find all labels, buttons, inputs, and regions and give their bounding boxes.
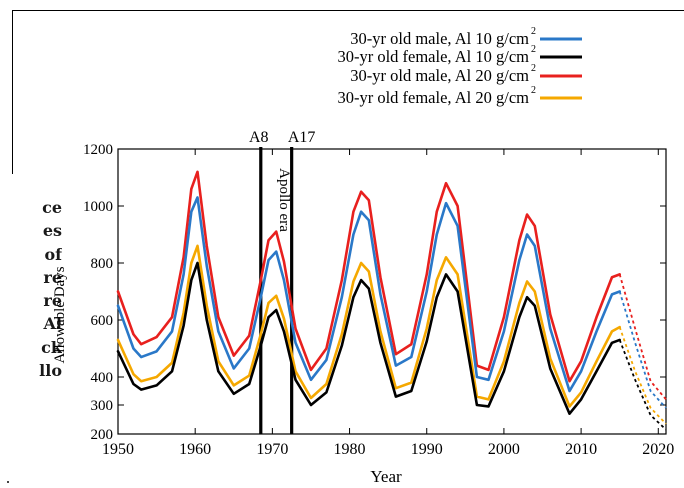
- y-tick-label: 1000: [83, 199, 113, 215]
- x-tick-label: 1970: [256, 441, 288, 458]
- x-tick-label: 1960: [179, 441, 211, 458]
- series-projection-line: [618, 326, 667, 425]
- legend-label-superscript: 2: [531, 26, 536, 37]
- mission-marker-label: A17: [288, 129, 316, 146]
- x-tick-label: 2000: [488, 441, 520, 458]
- side-text-fragment: re: [43, 291, 62, 311]
- y-tick-label: 200: [91, 427, 114, 443]
- legend-label-superscript: 2: [531, 85, 536, 96]
- y-tick-label: 600: [91, 313, 114, 329]
- legend-label: 30-yr old male, Al 10 g/cm: [350, 29, 529, 48]
- side-text-fragment: ck: [41, 337, 62, 357]
- apollo-era-label: Apollo era: [276, 168, 292, 232]
- legend-label: 30-yr old male, Al 20 g/cm: [350, 66, 529, 85]
- stray-mark: [7, 481, 9, 483]
- series-projection-line: [618, 274, 667, 400]
- y-tick-label: 400: [91, 370, 114, 386]
- series-line: [116, 170, 621, 383]
- series-projection-line: [618, 291, 667, 409]
- x-axis-label: Year: [370, 467, 402, 486]
- x-tick-label: 1990: [411, 441, 443, 458]
- legend-label-superscript: 2: [531, 44, 536, 55]
- side-text-fragment: ce: [42, 198, 62, 217]
- side-text-fragment: es: [42, 221, 62, 241]
- series-line: [116, 261, 621, 416]
- x-tick-label: 2020: [642, 441, 674, 458]
- y-axis-label: Allowable Days: [52, 266, 68, 363]
- apollo-annotations: A8 A17 Apollo era: [249, 129, 315, 434]
- series-line: [116, 244, 621, 408]
- side-text-fragment: of: [44, 244, 62, 264]
- x-tick-label: 1950: [102, 441, 134, 458]
- legend-label-superscript: 2: [531, 63, 536, 74]
- series-line: [116, 196, 621, 393]
- side-text-fragment: llo: [39, 361, 62, 381]
- x-tick-label: 1980: [334, 441, 366, 458]
- series-projection-line: [618, 339, 667, 431]
- plot-axes: 1950 1960 1970 1980 1990 2000 2010 2020 200 300 40…: [83, 142, 674, 458]
- mission-marker-label: A8: [249, 129, 269, 146]
- cropped-side-text: ce es of re re Al ck llo: [0, 196, 62, 382]
- y-tick-label: 300: [91, 398, 114, 414]
- x-tick-label: 2010: [565, 441, 597, 458]
- legend-label: 30-yr old female, Al 20 g/cm: [337, 88, 529, 107]
- legend: 30-yr old male, Al 10 g/cm 230-yr old fem…: [337, 26, 582, 107]
- frame-border-left: [12, 10, 13, 174]
- side-text-fragment: re: [43, 267, 62, 287]
- series-layer: [116, 170, 667, 431]
- side-text-fragment: Al: [43, 314, 63, 334]
- frame-border-top: [12, 10, 684, 11]
- y-tick-label: 1200: [83, 142, 113, 158]
- y-tick-label: 800: [91, 256, 114, 272]
- legend-label: 30-yr old female, Al 10 g/cm: [337, 47, 529, 66]
